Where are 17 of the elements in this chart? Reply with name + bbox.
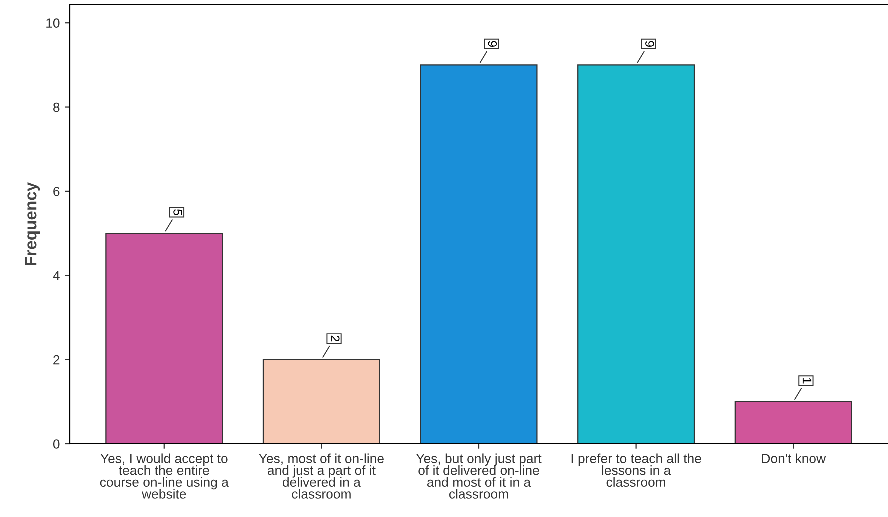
data-label: 9 bbox=[646, 41, 654, 48]
x-tick-label: Yes, most of it on-line and just a part of it delivered in a classroom bbox=[259, 454, 384, 499]
x-tick-label: Yes, I would accept to teach the entire course on-line using a website bbox=[100, 454, 229, 499]
y-tick-label: 8 bbox=[54, 102, 60, 112]
data-label: 1 bbox=[802, 378, 812, 384]
x-tick-label: Don't know bbox=[762, 454, 826, 464]
y-axis-title: Frequency bbox=[25, 182, 40, 266]
data-label: 5 bbox=[174, 210, 182, 216]
data-label: 9 bbox=[488, 41, 498, 48]
y-tick-label: 10 bbox=[46, 18, 60, 28]
y-tick-label: 0 bbox=[53, 440, 60, 449]
y-tick-label: 4 bbox=[53, 271, 60, 280]
data-label: 2 bbox=[331, 336, 340, 342]
x-tick-label: Yes, but only just part of it delivered on-line and most of it in a classroom bbox=[416, 454, 542, 499]
y-tick-label: 6 bbox=[54, 187, 60, 196]
x-tick-label: I prefer to teach all the lessons in a classroom bbox=[572, 454, 702, 488]
y-tick-label: 2 bbox=[54, 355, 60, 365]
